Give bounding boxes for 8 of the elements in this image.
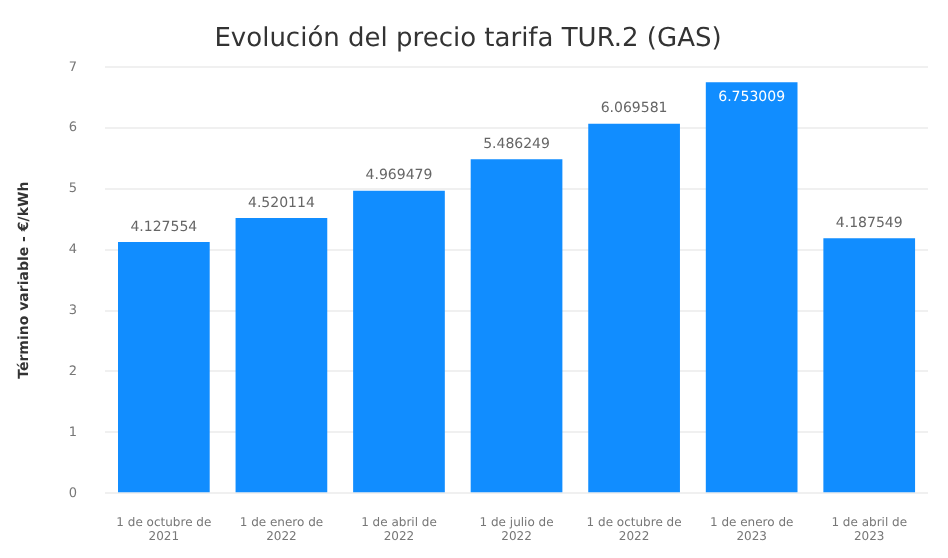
bar [353,190,445,493]
bar [823,238,916,493]
chart-title: Evolución del precio tarifa TUR.2 (GAS) [214,24,722,55]
bar [235,218,328,493]
bar [470,159,563,493]
bar [588,123,680,493]
bar [118,242,210,493]
bar [705,82,798,493]
